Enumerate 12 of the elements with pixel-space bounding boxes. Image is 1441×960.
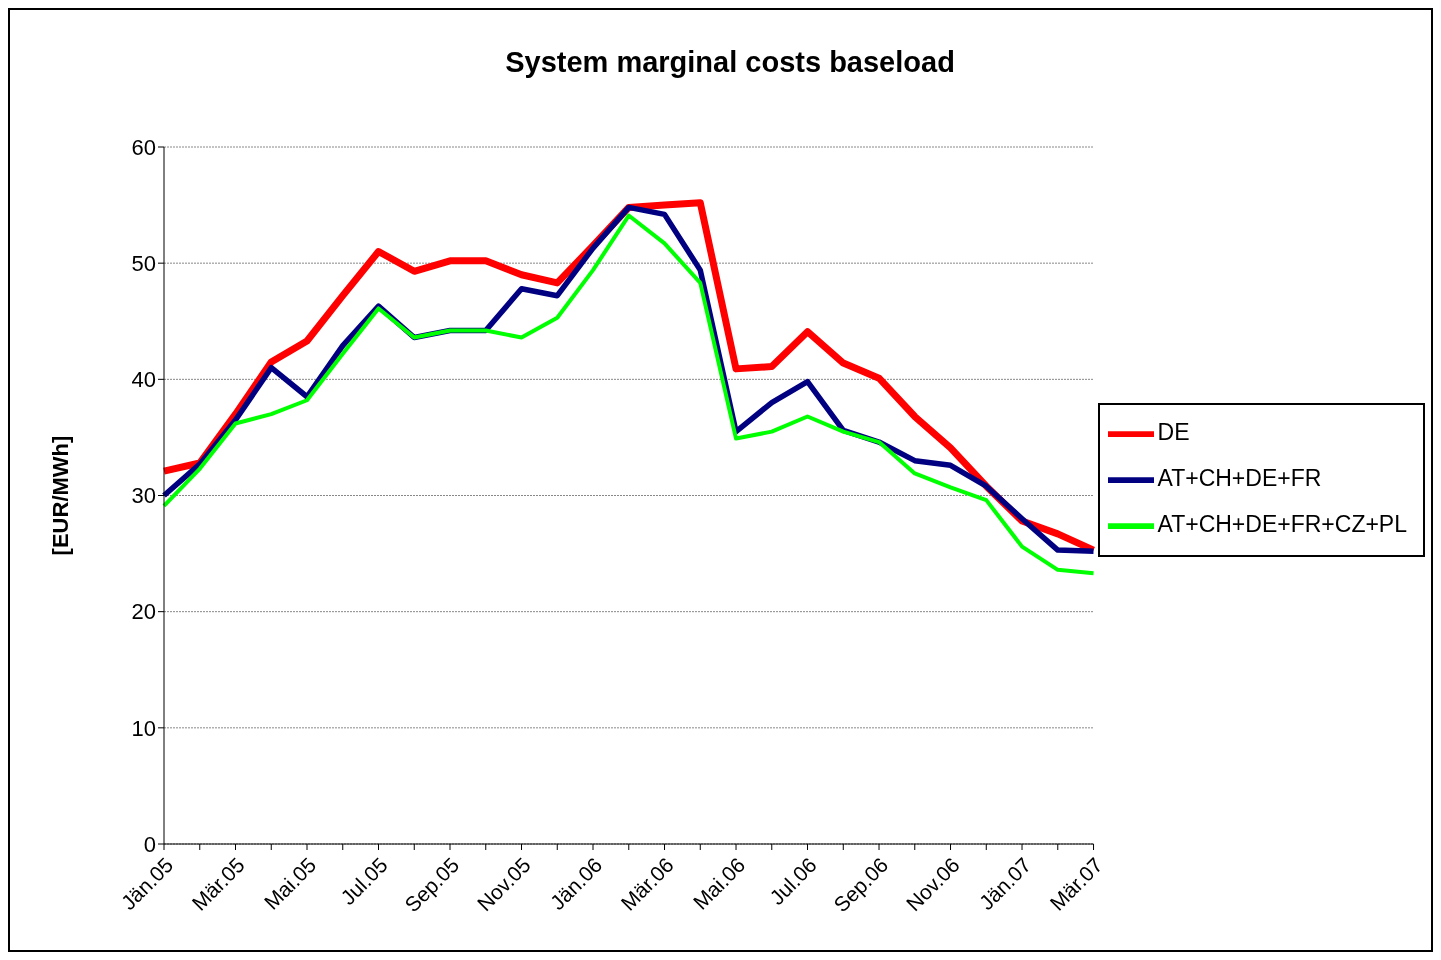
- legend-label: DE: [1157, 419, 1190, 446]
- y-tick-label: 0: [143, 831, 156, 857]
- legend-label: AT+CH+DE+FR: [1157, 465, 1322, 492]
- y-axis-title: [EUR/MWh]: [47, 435, 73, 556]
- y-tick-label: 20: [131, 599, 156, 625]
- y-tick-label: 30: [131, 483, 156, 509]
- y-tick-label: 40: [131, 367, 156, 393]
- y-tick-label: 10: [131, 715, 156, 741]
- chart-title: System marginal costs baseload: [504, 46, 956, 79]
- y-tick-label: 60: [131, 134, 156, 160]
- legend-label: AT+CH+DE+FR+CZ+PL: [1157, 511, 1407, 538]
- y-tick-label: 50: [131, 250, 156, 276]
